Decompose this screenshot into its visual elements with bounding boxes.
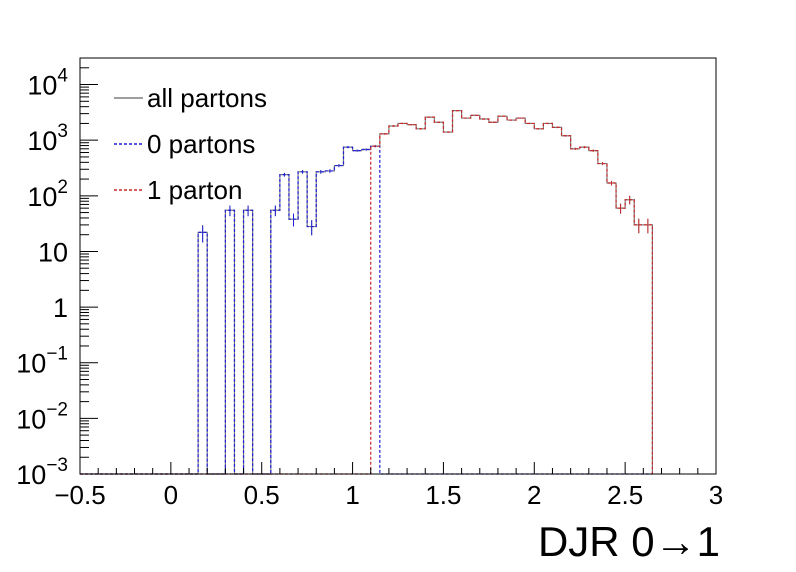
y-tick-label: 104 — [27, 66, 68, 101]
y-tick-label: 1 — [53, 293, 68, 323]
legend-label: 0 partons — [147, 129, 255, 159]
y-tick-label: 10 — [38, 237, 68, 267]
y-axis: 10−3 10−2 10−1 1 10 102 103 104 — [16, 57, 98, 490]
series-line — [80, 110, 653, 475]
x-tick-label: 1.5 — [425, 480, 461, 510]
legend: all partons 0 partons 1 parton — [114, 83, 267, 205]
x-tick-label: 2 — [527, 480, 541, 510]
x-tick-label: 1 — [345, 480, 359, 510]
series-line — [80, 110, 653, 475]
x-tick-label: −0.5 — [54, 480, 105, 510]
series-3 — [80, 110, 653, 475]
x-tick-label: 0 — [164, 480, 178, 510]
legend-entry: 0 partons — [114, 129, 255, 159]
x-axis-label: DJR 0→1 — [538, 518, 720, 565]
x-tick-label: 2.5 — [607, 480, 643, 510]
legend-label: 1 parton — [147, 175, 242, 205]
series-1 — [80, 110, 653, 475]
legend-entry: all partons — [114, 83, 267, 113]
legend-entry: 1 parton — [114, 175, 242, 205]
y-tick-label: 10−2 — [16, 399, 68, 434]
y-tick-label: 10−3 — [16, 455, 68, 490]
axes-box — [79, 57, 717, 475]
x-tick-label: 0.5 — [244, 480, 280, 510]
x-axis: −0.5 0 0.5 1 1.5 2 2.5 3 — [54, 462, 723, 510]
series-layer — [80, 110, 653, 475]
y-tick-label: 102 — [27, 177, 68, 212]
legend-label: all partons — [147, 83, 267, 113]
y-tick-label: 103 — [27, 121, 68, 156]
x-tick-label: 3 — [709, 480, 723, 510]
plot-frame — [79, 57, 717, 475]
y-tick-label: 10−1 — [16, 344, 68, 379]
